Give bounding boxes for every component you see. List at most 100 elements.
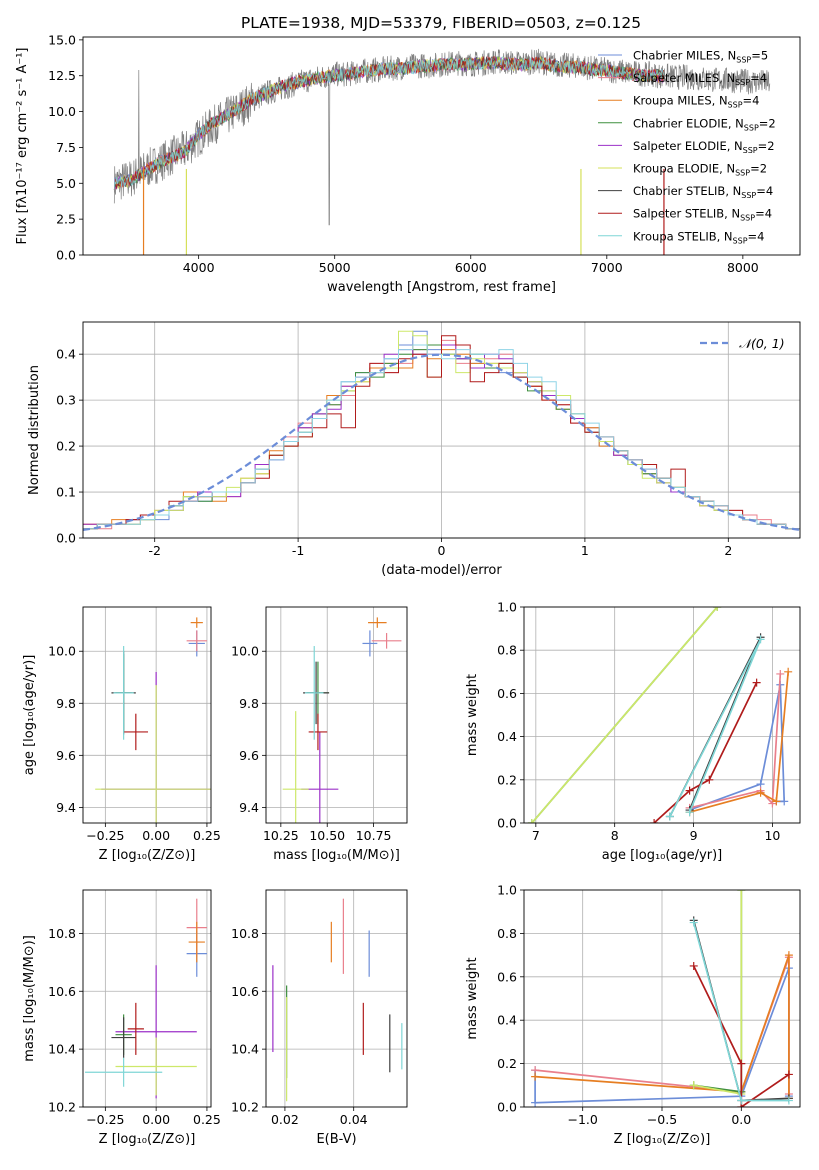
weight-line bbox=[535, 954, 790, 1099]
mass_vs_Z-xtick-label: −0.25 bbox=[86, 1112, 124, 1127]
legend-label: Chabrier STELIB, NSSP=4 bbox=[633, 184, 773, 200]
weight_vs_age-ytick-label: 1.0 bbox=[497, 600, 517, 615]
mass_vs_Z-ytick-label: 10.8 bbox=[48, 926, 76, 941]
mass_vs_EBV-panel: 0.02 0.04 10.2 10.4 10.6 10.8 E(B-V) bbox=[231, 889, 408, 1147]
weight-marker bbox=[665, 812, 674, 821]
weight-marker bbox=[689, 961, 698, 970]
weight-marker bbox=[737, 890, 746, 894]
weight_vs_age-ytick-label: 0.2 bbox=[497, 772, 517, 787]
weight_vs_Z-ytick-label: 0.6 bbox=[497, 969, 517, 984]
weight-marker bbox=[685, 808, 694, 817]
weight_vs_age-xtick-label: 7 bbox=[532, 828, 540, 843]
residuals-ytick-label: 0.2 bbox=[56, 439, 76, 454]
weight-marker bbox=[776, 669, 785, 678]
weight-marker bbox=[689, 1081, 698, 1090]
spectrum-plot-area bbox=[113, 48, 771, 255]
weight_vs_age-xtick-label: 8 bbox=[611, 828, 619, 843]
mass_vs_EBV-ytick-label: 10.6 bbox=[231, 984, 259, 999]
legend-label: Kroupa ELODIE, NSSP=2 bbox=[633, 162, 767, 178]
legend-label: 𝒩(0, 1) bbox=[739, 336, 785, 351]
residual-histogram bbox=[83, 344, 800, 530]
errorbar-point bbox=[85, 1057, 163, 1087]
weight-line bbox=[531, 607, 718, 823]
errorbar-point bbox=[190, 617, 203, 628]
mass_vs_EBV-xtick-label: 0.02 bbox=[271, 1112, 299, 1127]
weight_vs_age-ytick-label: 0.6 bbox=[497, 686, 517, 701]
age_vs_mass-xtick-label: 10.75 bbox=[356, 828, 392, 843]
weight-line bbox=[692, 965, 790, 1107]
weight_vs_age-panel: 7 8 9 10 0.0 0.2 0.4 0.6 0.8 1.0 age [log₁₀(age/yr… bbox=[465, 600, 801, 863]
age_vs_mass-grid bbox=[266, 607, 407, 823]
spectrum-ytick-label: 15.0 bbox=[48, 32, 76, 47]
mass_vs_EBV-ytick-label: 10.2 bbox=[231, 1100, 259, 1115]
weight_vs_Z-xtick-label: 0.0 bbox=[731, 1112, 751, 1127]
y-axis-label: Flux [fλ10⁻¹⁷ erg cm⁻² s⁻¹ A⁻¹] bbox=[15, 48, 30, 245]
weight-marker bbox=[752, 678, 761, 687]
spectrum-ytick-label: 5.0 bbox=[56, 176, 76, 191]
weight_vs_Z-panel: −1.0 −0.5 0.0 0.0 0.2 0.4 0.6 0.8 1.0 Z [log₁₀(Z/… bbox=[465, 883, 801, 1147]
age_vs_Z-ytick-label: 9.4 bbox=[56, 800, 76, 815]
errorbar-point bbox=[186, 630, 207, 652]
weight_vs_age-ytick-label: 0.4 bbox=[497, 729, 517, 744]
weight-marker bbox=[650, 819, 659, 823]
errorbar-point bbox=[111, 1017, 136, 1058]
residuals-xtick-label: -1 bbox=[292, 543, 304, 558]
residuals-ytick-label: 0.4 bbox=[56, 347, 76, 362]
axes-frame bbox=[82, 321, 801, 539]
errorbar-point bbox=[362, 630, 378, 657]
errorbar-point bbox=[368, 617, 387, 628]
age_vs_mass-ytick-label: 9.4 bbox=[239, 800, 259, 815]
weight-marker bbox=[531, 1072, 540, 1081]
weight_vs_Z-ytick-label: 0.2 bbox=[497, 1056, 517, 1071]
weight-marker bbox=[737, 1096, 746, 1105]
y-axis-label: mass weight bbox=[465, 957, 480, 1039]
weight-line bbox=[689, 673, 782, 809]
weight-marker bbox=[780, 797, 789, 806]
mass_vs_EBV-xtick-label: 0.04 bbox=[340, 1112, 368, 1127]
weight-marker bbox=[756, 788, 765, 797]
mass_vs_Z-ytick-label: 10.4 bbox=[48, 1042, 76, 1057]
weight-marker bbox=[527, 819, 536, 823]
axes-frame bbox=[523, 889, 801, 1108]
legend-label: Salpeter MILES, NSSP=4 bbox=[633, 71, 767, 87]
x-axis-label: E(B-V) bbox=[316, 1132, 356, 1147]
weight-marker bbox=[772, 797, 781, 806]
age_vs_Z-ytick-label: 9.8 bbox=[56, 696, 76, 711]
weight_vs_age-xtick-label: 10 bbox=[764, 828, 780, 843]
age_vs_Z-panel: −0.25 0.00 0.25 9.4 9.6 9.8 10.0 Z [log₁₀(Z/Z⊙)… bbox=[22, 606, 221, 863]
residuals-xtick-label: 1 bbox=[581, 543, 589, 558]
x-axis-label: age [log₁₀(age/yr)] bbox=[602, 848, 723, 863]
spectrum-xtick-label: 4000 bbox=[183, 260, 215, 275]
spectrum-xtick-label: 7000 bbox=[591, 260, 623, 275]
axes-frame bbox=[82, 36, 801, 256]
age_vs_mass-plot-area bbox=[282, 617, 402, 823]
weight-marker bbox=[531, 1098, 540, 1107]
y-axis-label: age [log₁₀(age/yr)] bbox=[22, 655, 37, 776]
model-spectrum-line bbox=[113, 56, 665, 190]
weight-marker bbox=[737, 1059, 746, 1068]
residuals-ytick-label: 0.0 bbox=[56, 531, 76, 546]
errorbar-point bbox=[123, 713, 149, 751]
spectrum-ytick-label: 12.5 bbox=[48, 68, 76, 83]
spectrum-xtick-label: 8000 bbox=[727, 260, 759, 275]
weight_vs_Z-ytick-label: 0.0 bbox=[497, 1100, 517, 1115]
weight_vs_Z-ytick-label: 0.8 bbox=[497, 926, 517, 941]
spectrum-ytick-label: 0.0 bbox=[56, 248, 76, 263]
weight_vs_Z-ytick-label: 1.0 bbox=[497, 883, 517, 898]
weight_vs_Z-xtick-label: −1.0 bbox=[568, 1112, 598, 1127]
errorbar-point bbox=[188, 921, 205, 963]
weight_vs_age-ytick-label: 0.0 bbox=[497, 816, 517, 831]
errorbar-point bbox=[282, 711, 309, 823]
legend-label: Salpeter STELIB, NSSP=4 bbox=[633, 207, 772, 223]
weight-line bbox=[653, 682, 758, 823]
axes-frame bbox=[82, 889, 212, 1108]
x-axis-label: mass [log₁₀(M/M⊙)] bbox=[273, 848, 400, 863]
spectrum-legend: Chabrier MILES, NSSP=5 Salpeter MILES, NS… bbox=[598, 49, 776, 245]
axes-frame bbox=[265, 606, 408, 824]
weight_vs_age-xtick-label: 9 bbox=[690, 828, 698, 843]
age_vs_mass-xtick-label: 10.50 bbox=[309, 828, 345, 843]
legend-label: Kroupa MILES, NSSP=4 bbox=[633, 94, 759, 110]
x-axis-label: Z [log₁₀(Z/Z⊙)] bbox=[99, 848, 196, 863]
residuals-xtick-label: -2 bbox=[148, 543, 160, 558]
